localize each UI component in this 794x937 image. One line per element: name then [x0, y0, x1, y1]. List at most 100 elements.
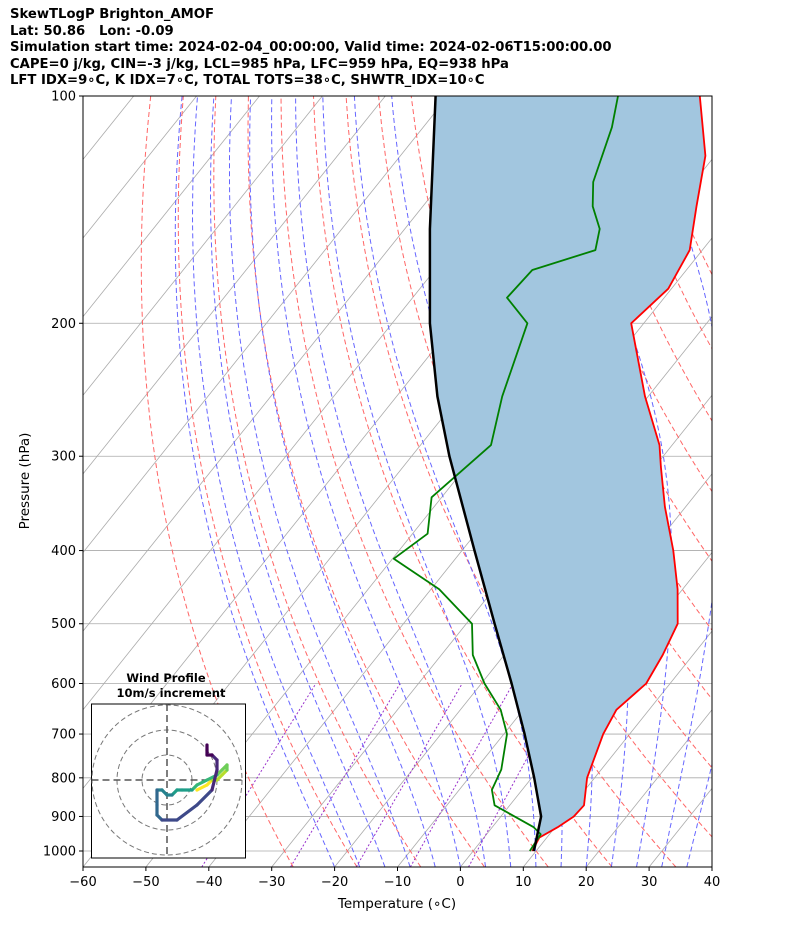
wind-barb [712, 442, 753, 451]
wind-barb [712, 478, 753, 487]
wind-barb [711, 169, 712, 170]
wind-barb [711, 826, 712, 828]
moist-adiabat-line [271, 96, 461, 867]
dry-adiabat-line [573, 96, 712, 422]
wind-barb [711, 297, 712, 299]
wind-barb [712, 652, 753, 661]
y-tick-label: 1000 [43, 845, 76, 860]
isotherm-line [585, 709, 712, 867]
wind-barb [712, 580, 753, 589]
stability-line: CAPE=0 j/kg, CIN=-3 j/kg, LCL=985 hPa, L… [10, 56, 509, 72]
x-tick-label: 40 [704, 875, 721, 890]
y-tick-label: 200 [51, 317, 76, 332]
wind-barb [711, 217, 712, 219]
wind-barb [712, 675, 753, 684]
y-tick-label: 100 [51, 90, 76, 105]
dry-adiabat-line [540, 96, 712, 493]
location-line: Lat: 50.86 Lon: -0.09 [10, 23, 174, 39]
wind-barb [711, 855, 712, 856]
isotherm-line [83, 96, 512, 632]
x-axis-label: Temperature (∘C) [337, 896, 456, 912]
wind-barb [711, 339, 712, 341]
hodograph-subtitle: 10m/s increment [117, 686, 226, 700]
isotherm-line [83, 96, 449, 554]
y-tick-label: 500 [51, 617, 76, 632]
isotherm-line [0, 96, 71, 867]
moist-adiabat-line [229, 96, 411, 867]
isotherm-line [83, 96, 386, 475]
wind-barb [712, 516, 753, 525]
chart-header: SkewTLogP Brighton_AMOF Lat: 50.86 Lon: … [10, 7, 612, 90]
moist-adiabat-line [209, 96, 386, 867]
wind-barb [711, 260, 712, 261]
x-tick-label: −50 [132, 875, 159, 890]
y-axis-label: Pressure (hPa) [17, 433, 33, 530]
x-tick-label: −30 [258, 875, 285, 890]
chart-title: SkewTLogP Brighton_AMOF [10, 7, 214, 22]
hodograph-frame [91, 703, 246, 859]
parcel-profile-line [428, 96, 543, 852]
wind-barb [711, 859, 712, 861]
wind-barb [712, 720, 753, 729]
wind-barb [711, 850, 712, 852]
hodograph-segment [195, 788, 214, 807]
wind-barb [712, 550, 753, 559]
axes: −60 −50 −40 −30 −20 −10 0 10 20 30 40 100 200 300 400 5… [43, 90, 720, 891]
hodograph-segment [175, 803, 199, 822]
moist-adiabat-line [191, 96, 361, 867]
x-tick-label: 20 [578, 875, 595, 890]
cin-shading [429, 96, 706, 851]
hodograph-segment [210, 768, 219, 792]
wind-barb [711, 742, 712, 744]
dry-adiabat-line [345, 96, 677, 867]
y-tick-label: 900 [51, 810, 76, 825]
x-tick-label: −60 [69, 875, 96, 890]
wind-barb [711, 777, 712, 778]
x-tick-label: −40 [195, 875, 222, 890]
isotherm-line [711, 866, 712, 867]
dewpoint-profile-line [392, 96, 619, 852]
moist-adiabat-line [174, 96, 336, 867]
wind-barb [711, 845, 712, 847]
wind-barb [711, 793, 712, 794]
x-tick-label: −10 [384, 875, 411, 890]
isotherm-line [83, 96, 323, 396]
hodograph-title: Wind Profile [126, 671, 206, 685]
dry-adiabat-line [177, 96, 358, 867]
y-tick-label: 600 [51, 677, 76, 692]
hodograph-segment [195, 778, 209, 787]
wind-barb [711, 396, 712, 398]
x-tick-label: 30 [641, 875, 658, 890]
wind-barb [712, 701, 753, 710]
index-line: LFT IDX=9∘C, K IDX=7∘C, TOTAL TOTS=38∘C,… [10, 73, 485, 89]
isotherm-line [83, 96, 197, 239]
y-tick-label: 700 [51, 728, 76, 743]
y-tick-label: 300 [51, 450, 76, 465]
wind-barb [711, 804, 712, 806]
wind-barb [711, 836, 712, 838]
wind-barb [711, 760, 712, 762]
moist-adiabat-line [322, 96, 512, 867]
moist-adiabat-line [249, 96, 436, 867]
dry-adiabat-line [140, 96, 294, 867]
wind-barb [711, 815, 712, 817]
dry-adiabat-line [213, 96, 422, 867]
isotherm-line [83, 96, 260, 318]
hodograph-segment [195, 783, 209, 792]
wind-barb [712, 601, 753, 610]
time-line: Simulation start time: 2024-02-04_00:00:… [10, 40, 612, 56]
mixing-ratio-line [290, 683, 401, 867]
mixing-ratio-line [409, 683, 514, 867]
wind-barb [711, 127, 712, 128]
x-tick-label: −20 [321, 875, 348, 890]
y-tick-label: 800 [51, 771, 76, 786]
moist-adiabat-line [643, 96, 712, 867]
dry-adiabat-line [247, 96, 485, 867]
wind-barb [712, 628, 753, 637]
plot-area [0, 96, 753, 867]
moist-adiabat-line [686, 762, 712, 867]
x-tick-label: 0 [456, 875, 464, 890]
mixing-ratio-line [355, 683, 463, 867]
